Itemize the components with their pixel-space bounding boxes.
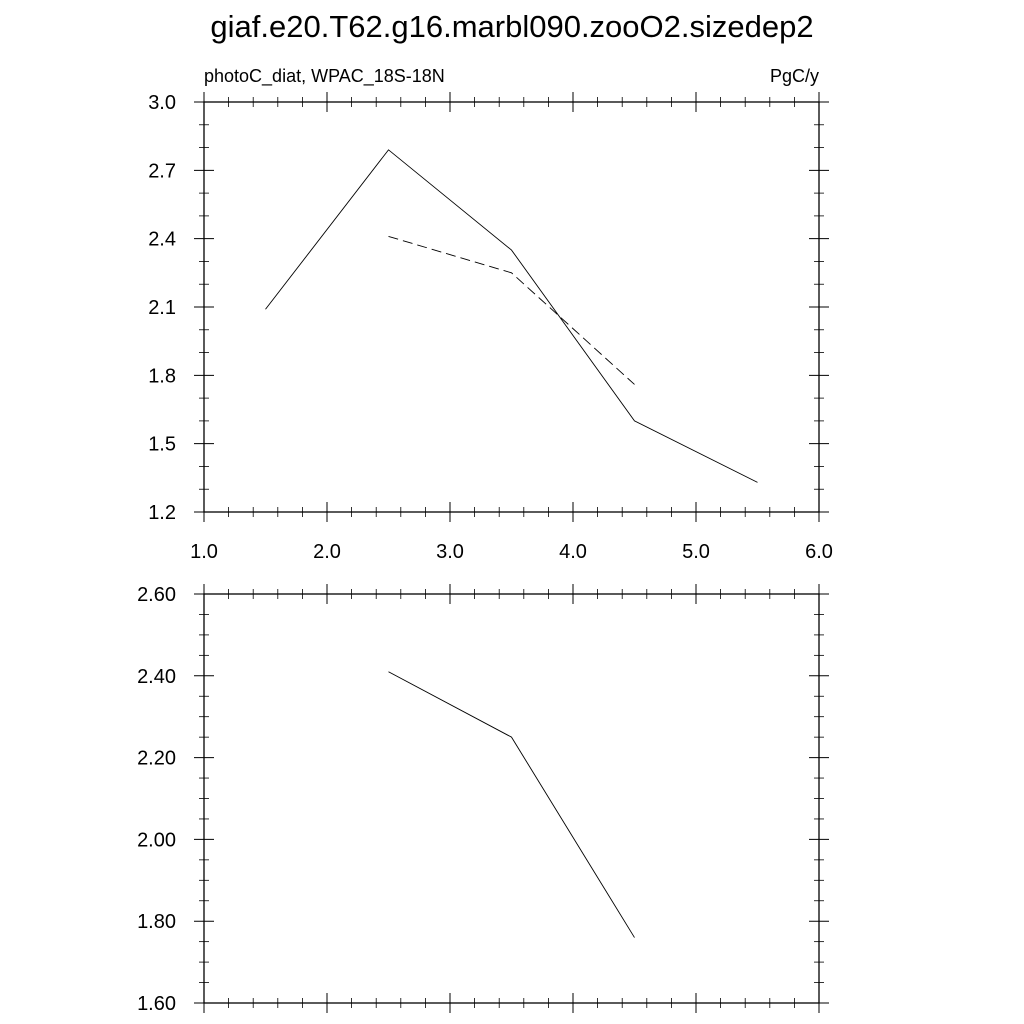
x-tick-label: 1.0 bbox=[190, 541, 218, 563]
units-label: PgC/y bbox=[770, 66, 819, 86]
dashed-series-line bbox=[388, 235, 635, 385]
x-tick-label: 4.0 bbox=[559, 541, 587, 563]
x-tick-label: 5.0 bbox=[682, 541, 710, 563]
y-tick-label: 1.60 bbox=[137, 993, 176, 1015]
y-tick-label: 2.00 bbox=[137, 829, 176, 851]
top-panel: 1.2 1.5 1.8 2.1 2.4 2.7 3.0 1.0 2.0 3.0 4.0 5.0 6.0 bbox=[148, 92, 833, 563]
y-tick-label: 2.40 bbox=[137, 666, 176, 688]
solid-series-line bbox=[265, 149, 758, 483]
axis-ticks bbox=[194, 92, 829, 522]
variable-region-label: photoC_diat, WPAC_18S-18N bbox=[204, 66, 445, 87]
y-tick-label: 3.0 bbox=[148, 92, 176, 114]
x-tick-label: 6.0 bbox=[805, 541, 833, 563]
y-tick-label: 2.7 bbox=[148, 160, 176, 182]
figure-title: giaf.e20.T62.g16.marbl090.zooO2.sizedep2 bbox=[210, 9, 813, 44]
solid-series-line bbox=[388, 671, 635, 938]
y-tick-label: 2.20 bbox=[137, 748, 176, 770]
x-tick-label: 2.0 bbox=[313, 541, 341, 563]
y-tick-label: 1.80 bbox=[137, 911, 176, 933]
y-tick-label: 1.5 bbox=[148, 434, 176, 456]
y-tick-label: 1.2 bbox=[148, 502, 176, 524]
y-tick-label: 2.60 bbox=[137, 584, 176, 606]
plot-frame bbox=[203, 101, 820, 513]
bottom-panel: 1.60 1.80 2.00 2.20 2.40 2.60 bbox=[137, 584, 829, 1015]
y-tick-label: 1.8 bbox=[148, 365, 176, 387]
plot-frame bbox=[203, 593, 820, 1004]
y-tick-label: 2.1 bbox=[148, 297, 176, 319]
x-tick-label: 3.0 bbox=[436, 541, 464, 563]
y-tick-label: 2.4 bbox=[148, 229, 176, 251]
axis-ticks bbox=[194, 584, 829, 1013]
